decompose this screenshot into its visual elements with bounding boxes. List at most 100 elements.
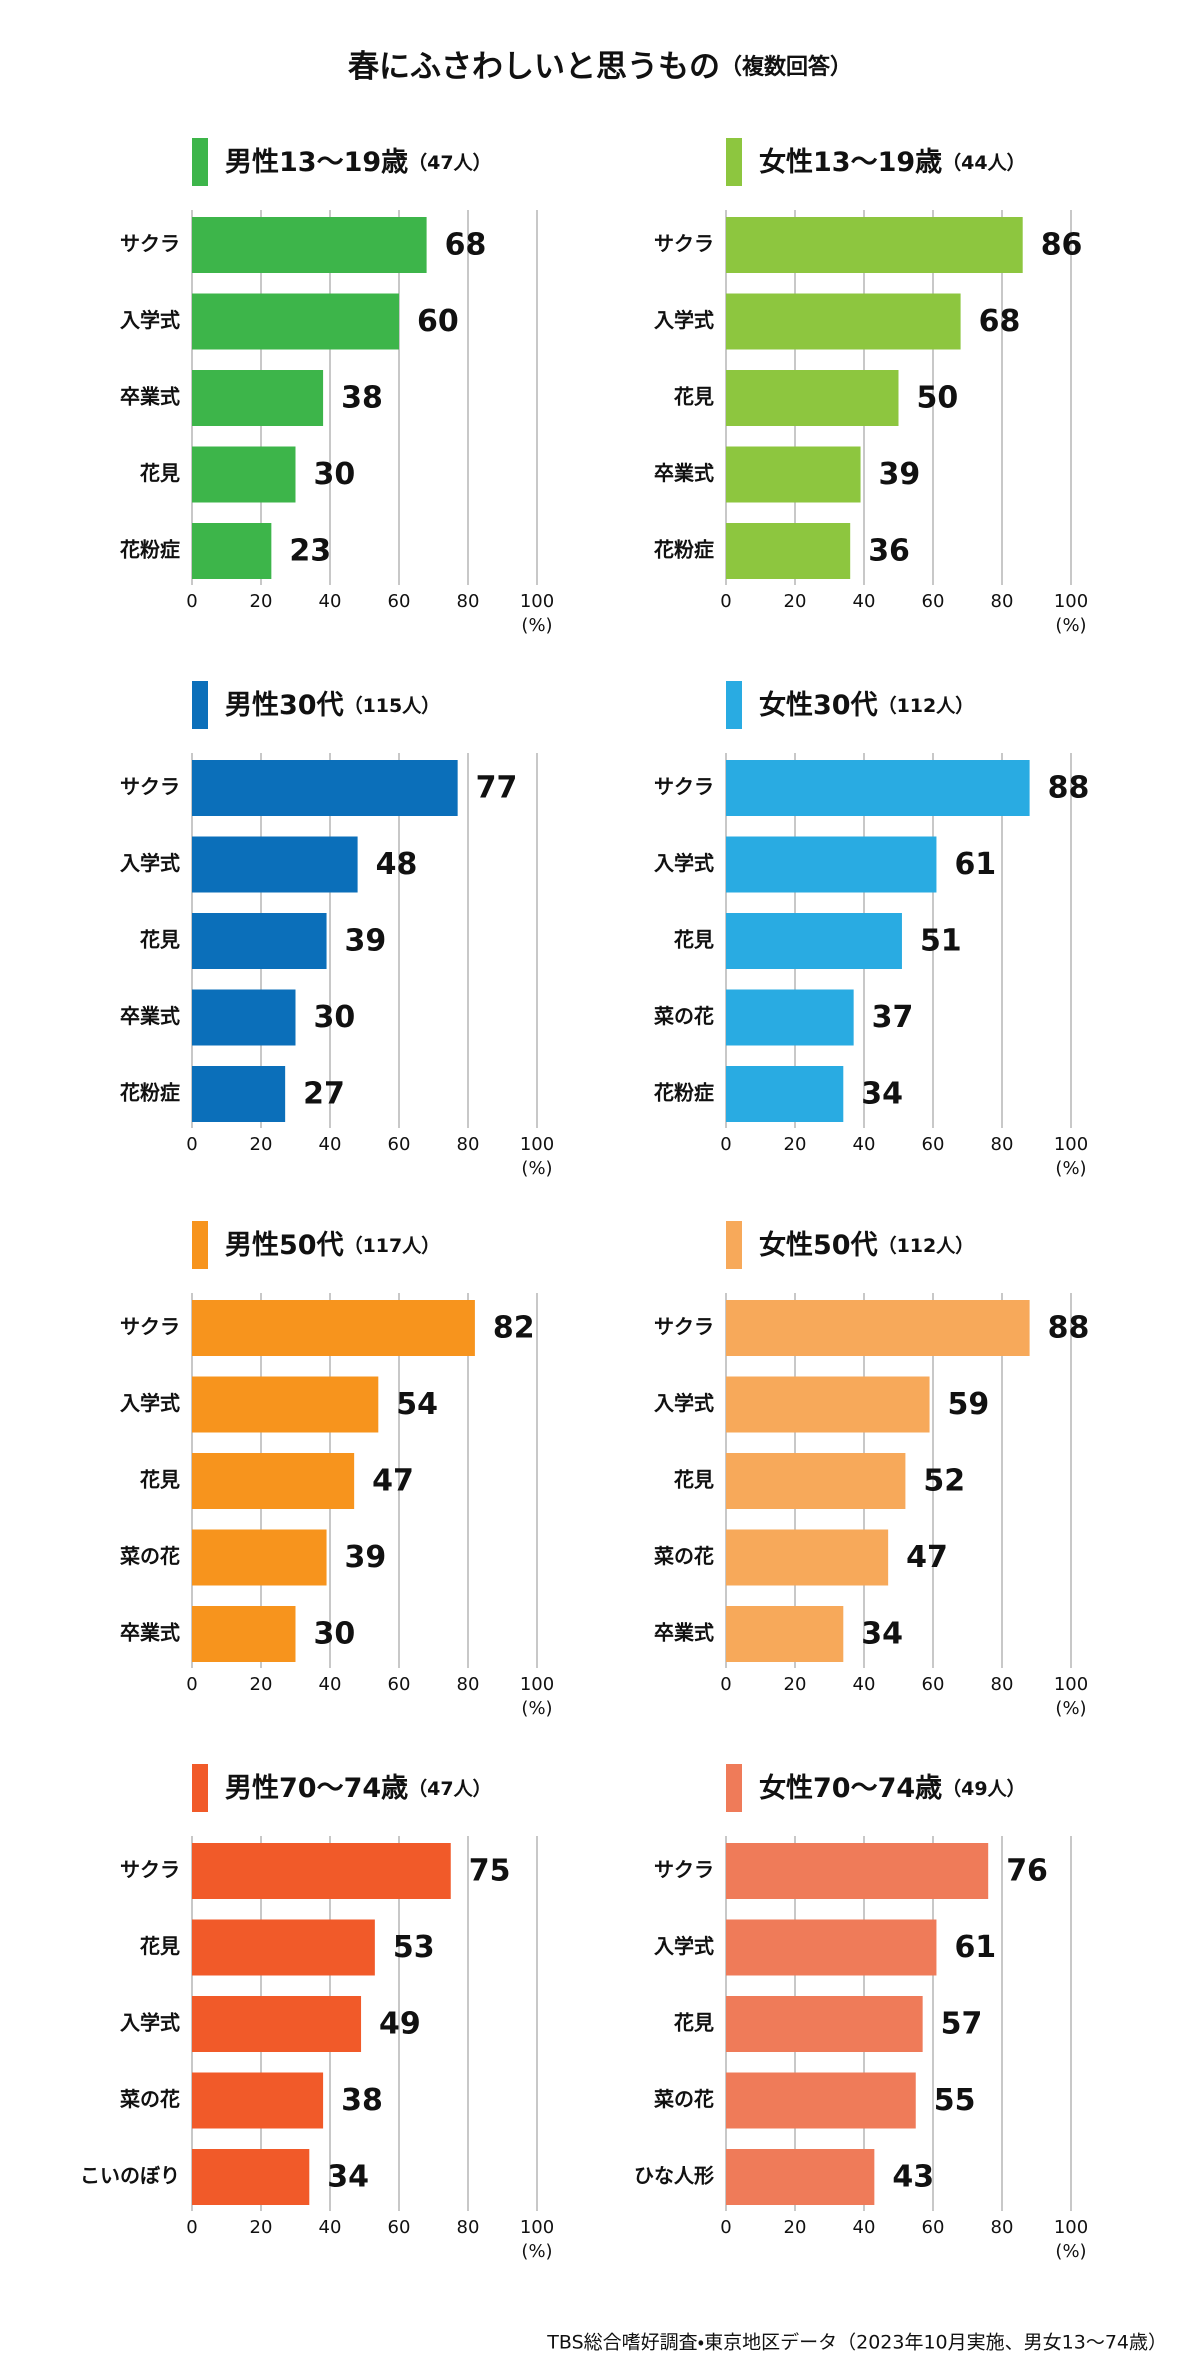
panel-title: 男性70～74歳（47人） — [225, 1773, 492, 1804]
category-label: 花粉症 — [653, 1081, 714, 1105]
bar — [192, 1453, 355, 1509]
category-label: 入学式 — [654, 1391, 714, 1415]
value-label: 27 — [303, 1077, 345, 1112]
x-axis-unit: (%) — [521, 1698, 552, 1719]
category-label: 花見 — [673, 2011, 714, 2035]
bar — [192, 1376, 379, 1433]
x-axis-unit: (%) — [1055, 615, 1086, 636]
legend-swatch — [726, 681, 742, 729]
value-label: 77 — [476, 771, 518, 806]
value-label: 51 — [920, 924, 962, 959]
value-label: 48 — [376, 847, 418, 882]
value-label: 68 — [979, 304, 1021, 339]
x-tick-label: 40 — [319, 591, 342, 612]
category-label: 花見 — [673, 928, 714, 952]
bar — [726, 1529, 889, 1586]
title-text: 春にふさわしいと思うもの — [348, 49, 720, 85]
x-tick-label: 40 — [319, 2217, 342, 2238]
value-label: 88 — [1048, 771, 1090, 806]
value-label: 47 — [906, 1540, 948, 1575]
x-tick-label: 40 — [319, 1134, 342, 1155]
value-label: 34 — [861, 1617, 903, 1652]
value-label: 68 — [445, 228, 487, 263]
x-tick-label: 0 — [720, 591, 731, 612]
value-label: 49 — [379, 2007, 421, 2042]
category-label: 花見 — [673, 1468, 714, 1492]
x-tick-label: 40 — [853, 1674, 876, 1695]
bar — [192, 836, 358, 893]
category-label: 菜の花 — [653, 1004, 714, 1028]
bar — [726, 2072, 916, 2129]
x-tick-label: 40 — [853, 591, 876, 612]
x-tick-label: 60 — [388, 591, 411, 612]
bar — [192, 1606, 296, 1662]
bar — [192, 2072, 324, 2129]
bar — [726, 523, 851, 579]
category-label: 花見 — [139, 1934, 180, 1958]
value-label: 30 — [314, 1617, 356, 1652]
panel-subtitle: （47人） — [408, 1777, 491, 1800]
panel-title: 女性13～19歳（44人） — [759, 147, 1026, 178]
x-tick-label: 80 — [991, 591, 1014, 612]
bar — [192, 2149, 310, 2205]
category-label: 卒業式 — [120, 1621, 180, 1645]
category-label: 花粉症 — [119, 538, 180, 562]
value-label: 52 — [923, 1464, 965, 1499]
bar — [192, 1996, 362, 2052]
panel-title-text: 男性30代 — [225, 690, 344, 721]
value-label: 39 — [345, 924, 387, 959]
bar — [726, 1066, 844, 1122]
panel-title-text: 女性70～74歳 — [759, 1773, 942, 1804]
bar — [192, 1300, 475, 1356]
category-label: サクラ — [120, 232, 180, 256]
x-tick-label: 80 — [457, 591, 480, 612]
legend-swatch — [726, 138, 742, 186]
x-tick-label: 20 — [784, 1134, 807, 1155]
value-label: 88 — [1048, 1311, 1090, 1346]
x-tick-label: 0 — [186, 2217, 197, 2238]
x-axis-unit: (%) — [521, 615, 552, 636]
x-tick-label: 80 — [457, 2217, 480, 2238]
bar — [192, 446, 296, 503]
panel-title-text: 女性13～19歳 — [759, 147, 942, 178]
category-label: 卒業式 — [654, 1621, 714, 1645]
x-tick-label: 100 — [520, 1134, 554, 1155]
x-tick-label: 80 — [991, 1134, 1014, 1155]
bar — [726, 836, 937, 893]
x-tick-label: 0 — [720, 1134, 731, 1155]
panel-subtitle: （112人） — [878, 694, 975, 717]
value-label: 39 — [879, 457, 921, 492]
panel-title: 男性50代（117人） — [225, 1230, 440, 1261]
category-label: 菜の花 — [653, 2087, 714, 2111]
value-label: 61 — [954, 1930, 996, 1965]
panel-title-text: 女性30代 — [759, 690, 878, 721]
panel-title-text: 男性13～19歳 — [225, 147, 408, 178]
bar — [192, 1919, 375, 1976]
bar — [192, 760, 458, 816]
x-tick-label: 20 — [250, 591, 273, 612]
value-label: 36 — [868, 534, 910, 569]
value-label: 34 — [327, 2160, 369, 2195]
bar — [726, 1376, 930, 1433]
bar — [192, 370, 324, 426]
x-tick-label: 20 — [250, 1134, 273, 1155]
x-tick-label: 100 — [1054, 591, 1088, 612]
bar — [726, 370, 899, 426]
panel-title: 男性30代（115人） — [225, 690, 440, 721]
x-tick-label: 60 — [922, 1674, 945, 1695]
title-note: （複数回答） — [720, 54, 852, 80]
x-axis-unit: (%) — [1055, 1158, 1086, 1179]
category-label: 入学式 — [120, 2011, 180, 2035]
value-label: 38 — [341, 2083, 383, 2118]
category-label: こいのぼり — [80, 2164, 180, 2188]
category-label: 入学式 — [654, 851, 714, 875]
panel-title-text: 男性50代 — [225, 1230, 344, 1261]
x-tick-label: 60 — [388, 1134, 411, 1155]
category-label: サクラ — [120, 775, 180, 799]
x-tick-label: 100 — [520, 591, 554, 612]
value-label: 57 — [941, 2007, 983, 2042]
category-label: 入学式 — [120, 1391, 180, 1415]
value-label: 59 — [948, 1387, 990, 1422]
